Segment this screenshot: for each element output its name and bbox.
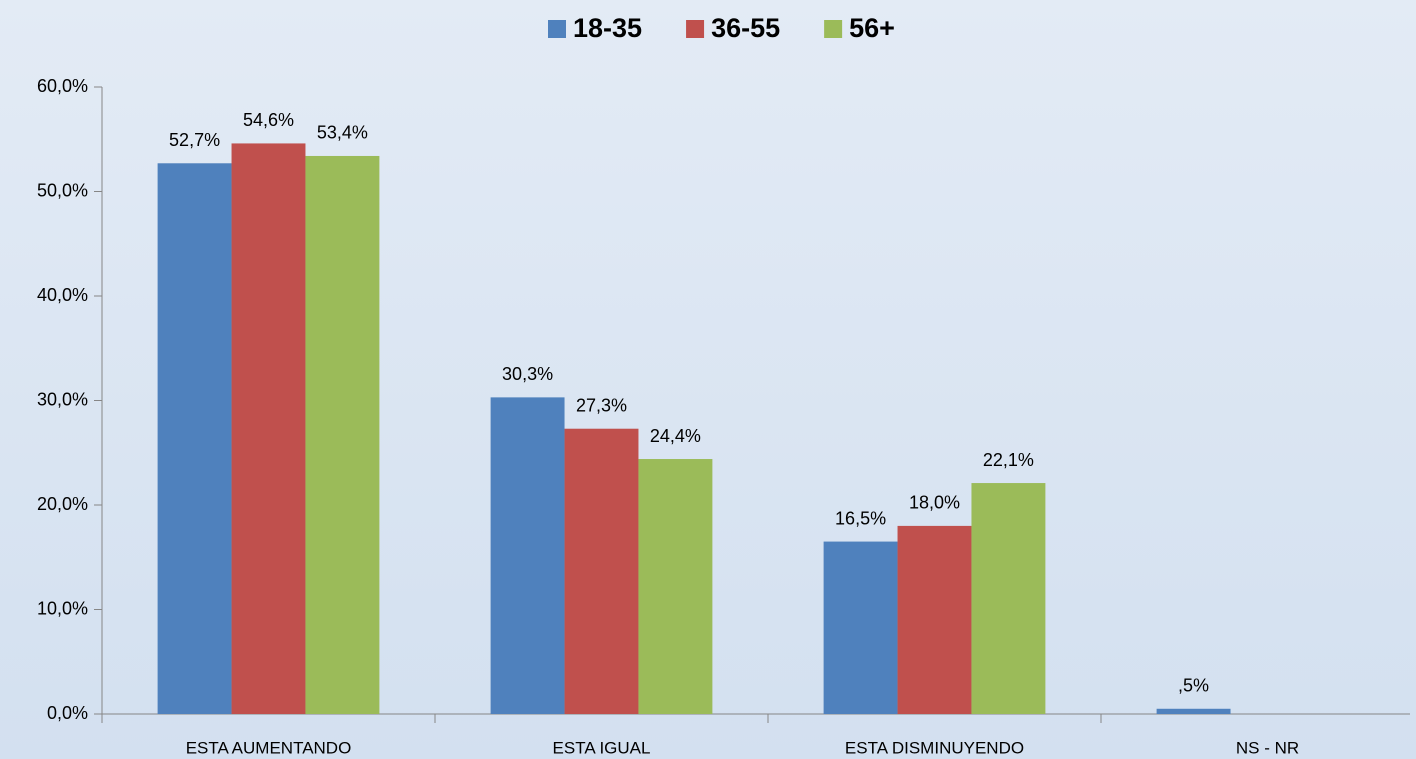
y-tick-label: 30,0%	[37, 389, 88, 409]
data-label: 30,3%	[502, 364, 553, 384]
legend-label: 36-55	[711, 13, 780, 43]
legend-label: 56+	[849, 13, 895, 43]
legend-swatch	[548, 20, 566, 38]
data-label: 16,5%	[835, 508, 886, 528]
data-label: 52,7%	[169, 130, 220, 150]
bar	[897, 525, 972, 714]
x-tick-label: NS - NR	[1236, 738, 1299, 757]
x-tick-label: ESTA AUMENTANDO	[186, 738, 352, 757]
data-label: 24,4%	[650, 426, 701, 446]
y-tick-label: 0,0%	[47, 703, 88, 723]
bar	[1156, 708, 1231, 714]
y-tick-label: 20,0%	[37, 494, 88, 514]
bar	[971, 483, 1046, 714]
y-tick-label: 40,0%	[37, 285, 88, 305]
data-label: 27,3%	[576, 395, 627, 415]
y-tick-label: 50,0%	[37, 180, 88, 200]
bar	[823, 541, 898, 714]
x-tick-label: ESTA DISMINUYENDO	[845, 738, 1024, 757]
y-tick-label: 10,0%	[37, 598, 88, 618]
bar	[231, 143, 306, 714]
bar	[490, 397, 565, 714]
legend-label: 18-35	[573, 13, 642, 43]
x-tick-label: ESTA IGUAL	[553, 738, 651, 757]
bar	[638, 459, 713, 714]
data-label: 53,4%	[317, 123, 368, 143]
data-label: ,5%	[1178, 676, 1209, 696]
data-label: 22,1%	[983, 450, 1034, 470]
data-label: 18,0%	[909, 493, 960, 513]
legend-swatch	[824, 20, 843, 38]
bar	[157, 163, 232, 714]
legend-swatch	[686, 20, 705, 38]
bar	[564, 428, 639, 714]
data-label: 54,6%	[243, 110, 294, 130]
bar	[305, 155, 380, 715]
y-tick-label: 60,0%	[37, 76, 88, 96]
